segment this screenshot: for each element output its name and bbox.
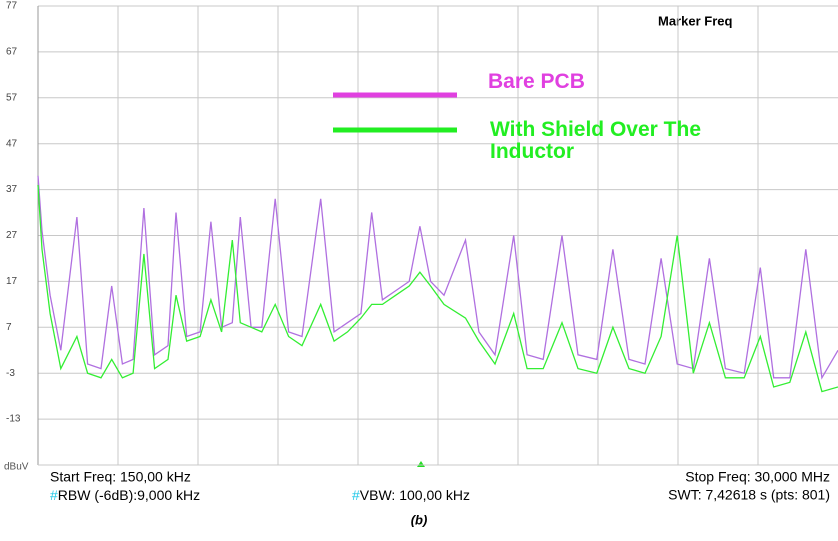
swt: SWT: 7,42618 s (pts: 801) <box>668 487 830 503</box>
start-freq: Start Freq: 150,00 kHz <box>50 469 191 485</box>
vbw: #VBW: 100,00 kHz <box>352 487 470 503</box>
series-line <box>37 175 838 380</box>
legend-label: Bare PCB <box>488 70 585 93</box>
y-tick-label: 47 <box>6 138 18 149</box>
y-tick-label: -13 <box>6 414 21 425</box>
y-tick-label: 67 <box>6 47 18 58</box>
y-tick-label: 37 <box>6 184 18 195</box>
rbw-text: RBW (-6dB):9,000 kHz <box>58 487 200 503</box>
y-tick-label: 57 <box>6 92 18 103</box>
y-tick-label: -3 <box>6 368 15 379</box>
marker-triangle <box>417 461 425 467</box>
vbw-mark: # <box>352 487 360 503</box>
stop-freq: Stop Freq: 30,000 MHz <box>685 469 830 485</box>
series-line <box>37 184 838 393</box>
y-unit: dBuV <box>4 462 29 473</box>
y-tick-label: 77 <box>6 1 18 12</box>
y-tick-label: 17 <box>6 276 18 287</box>
y-tick-label: 7 <box>6 322 12 333</box>
rbw-mark: # <box>50 487 58 503</box>
vbw-text: VBW: 100,00 kHz <box>360 487 470 503</box>
y-tick-label: 27 <box>6 230 18 241</box>
legend-label: With Shield Over The Inductor <box>490 118 702 163</box>
marker-label: Marker Freq <box>658 13 732 28</box>
rbw: #RBW (-6dB):9,000 kHz <box>50 487 200 503</box>
caption: (b) <box>411 512 428 527</box>
